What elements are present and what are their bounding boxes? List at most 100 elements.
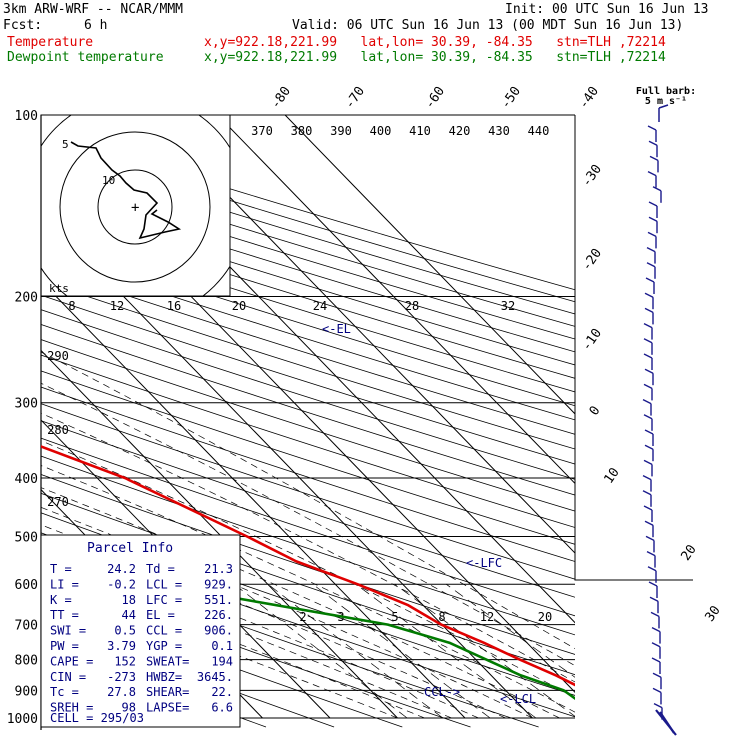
parcel-param-value: 226.: [204, 608, 233, 622]
parcel-param-value: 44: [122, 608, 136, 622]
wind-barb-surface: [659, 711, 675, 734]
parcel-param-label: CIN =: [50, 670, 86, 684]
theta-e-label: 280: [47, 423, 69, 437]
parcel-param-value: 6.6: [211, 701, 233, 715]
hodograph-ring-label: 10: [102, 174, 115, 187]
temperature-tick-label: -60: [422, 84, 448, 112]
mixing-ratio-line: [234, 583, 408, 719]
wind-barb-flag: [652, 186, 662, 192]
hodograph-speed-label: 28: [405, 299, 419, 313]
theta-e-label: 270: [47, 495, 69, 509]
theta-label: 400: [370, 124, 392, 138]
temperature-tick-label: 30: [702, 603, 723, 624]
parcel-param-value: 3.79: [107, 639, 136, 653]
temperature-tick-label: -50: [498, 84, 524, 112]
parcel-param-label: SWI =: [50, 624, 86, 638]
isotherm-line: [217, 115, 575, 485]
dry-adiabat-line: [41, 339, 575, 512]
pressure-tick-label: 700: [15, 619, 38, 634]
theta-label: 390: [330, 124, 352, 138]
wind-barb-flag: [647, 231, 657, 238]
wind-barb-flag: [652, 672, 662, 678]
theta-label: 440: [528, 124, 550, 138]
theta-label: 420: [449, 124, 471, 138]
pressure-tick-label: 400: [15, 472, 38, 487]
temperature-tick-label: -30: [579, 162, 605, 190]
parcel-param-value: 194: [211, 654, 233, 668]
parcel-param-label: CAPE =: [50, 654, 93, 668]
moist-adiabat-line: [41, 440, 575, 698]
wind-barb-flag: [646, 262, 656, 268]
temperature-location: x,y=922.18,221.99 lat,lon= 30.39, -84.35…: [204, 35, 666, 50]
pressure-tick-label: 200: [15, 291, 38, 306]
parcel-info-box: [40, 534, 241, 728]
pressure-tick-label: 800: [15, 654, 38, 669]
lcl-marker: <-LCL: [500, 692, 536, 706]
hodograph-origin-marker: +: [131, 200, 139, 216]
parcel-param-label: LI =: [50, 577, 79, 591]
temperature-tick-label: 0: [587, 403, 604, 418]
mixing-ratio-label: 20: [538, 610, 552, 624]
hodograph-speed-label: 12: [110, 299, 124, 313]
wind-barb-flag: [644, 520, 654, 526]
moist-adiabat-line: [41, 351, 575, 649]
mixing-ratio-line: [394, 583, 575, 717]
hodograph-ring-label: 5: [62, 138, 69, 151]
pressure-tick-label: 900: [15, 684, 38, 699]
plot-right-edge: [574, 115, 693, 581]
parcel-param-label: K =: [50, 593, 72, 607]
parcel-param-value: 3645.: [197, 670, 233, 684]
mixing-ratio-label: 12: [480, 610, 494, 624]
parcel-param-value: 21.3: [204, 562, 233, 576]
dry-adiabat-line: [41, 386, 575, 562]
moist-adiabat-line: [41, 567, 425, 719]
wind-barb-flag: [644, 429, 654, 435]
isotherm-line: [41, 349, 398, 719]
wind-barb-flag: [643, 338, 653, 344]
dry-adiabat-line: [41, 140, 575, 303]
theta-label: 430: [488, 124, 510, 138]
mixing-ratio-label: 2: [299, 610, 306, 624]
wind-barb-flag: [647, 125, 657, 131]
parcel-param-label: HWBZ=: [146, 670, 182, 684]
parcel-param-value: -273: [107, 670, 136, 684]
wind-barb-flag: [643, 383, 653, 390]
pressure-tick-label: 500: [15, 530, 38, 545]
wind-barb-flag: [645, 277, 655, 283]
parcel-param-label: PW =: [50, 639, 79, 653]
temperature-tick-label: -80: [268, 84, 294, 112]
wind-barb-flag: [644, 307, 654, 314]
wind-barb-flag: [642, 474, 652, 481]
wind-barb-flag: [648, 140, 658, 146]
wind-barb-flag: [643, 505, 653, 511]
parcel-param-label: EL =: [146, 608, 175, 622]
parcel-param-value: 0.5: [114, 624, 136, 638]
mixing-ratio-label: 8: [438, 610, 445, 624]
isotherm-line: [284, 115, 575, 415]
parcel-cell-label: CELL = 295/03: [50, 711, 144, 725]
wind-barb-flag: [642, 398, 652, 405]
wind-barb-flag: [648, 201, 658, 207]
parcel-param-label: LFC =: [146, 593, 182, 607]
theta-label: 370: [251, 124, 273, 138]
parcel-param-label: TT =: [50, 608, 79, 622]
wind-barb-flag: [647, 170, 657, 177]
wind-barb-flag: [651, 642, 661, 648]
dry-adiabat-line: [41, 370, 575, 545]
parcel-param-value: 24.2: [107, 562, 136, 576]
wind-barb-flag: [643, 322, 653, 329]
hodograph-ring: [97, 169, 173, 245]
wind-barb-flag: [649, 596, 659, 602]
hodograph-speed-label: 24: [313, 299, 327, 313]
parcel-param-label: Tc =: [50, 685, 79, 699]
theta-label: 380: [291, 124, 313, 138]
pressure-tick-label: 600: [15, 578, 38, 593]
isotherm-line: [41, 280, 466, 719]
parcel-info-title: Parcel Info: [87, 541, 173, 556]
wind-barb-flag: [648, 581, 658, 587]
mixing-ratio-label: 5: [391, 610, 398, 624]
hodograph-speed-label: 20: [232, 299, 246, 313]
forecast-hours: 6 h: [84, 18, 108, 33]
